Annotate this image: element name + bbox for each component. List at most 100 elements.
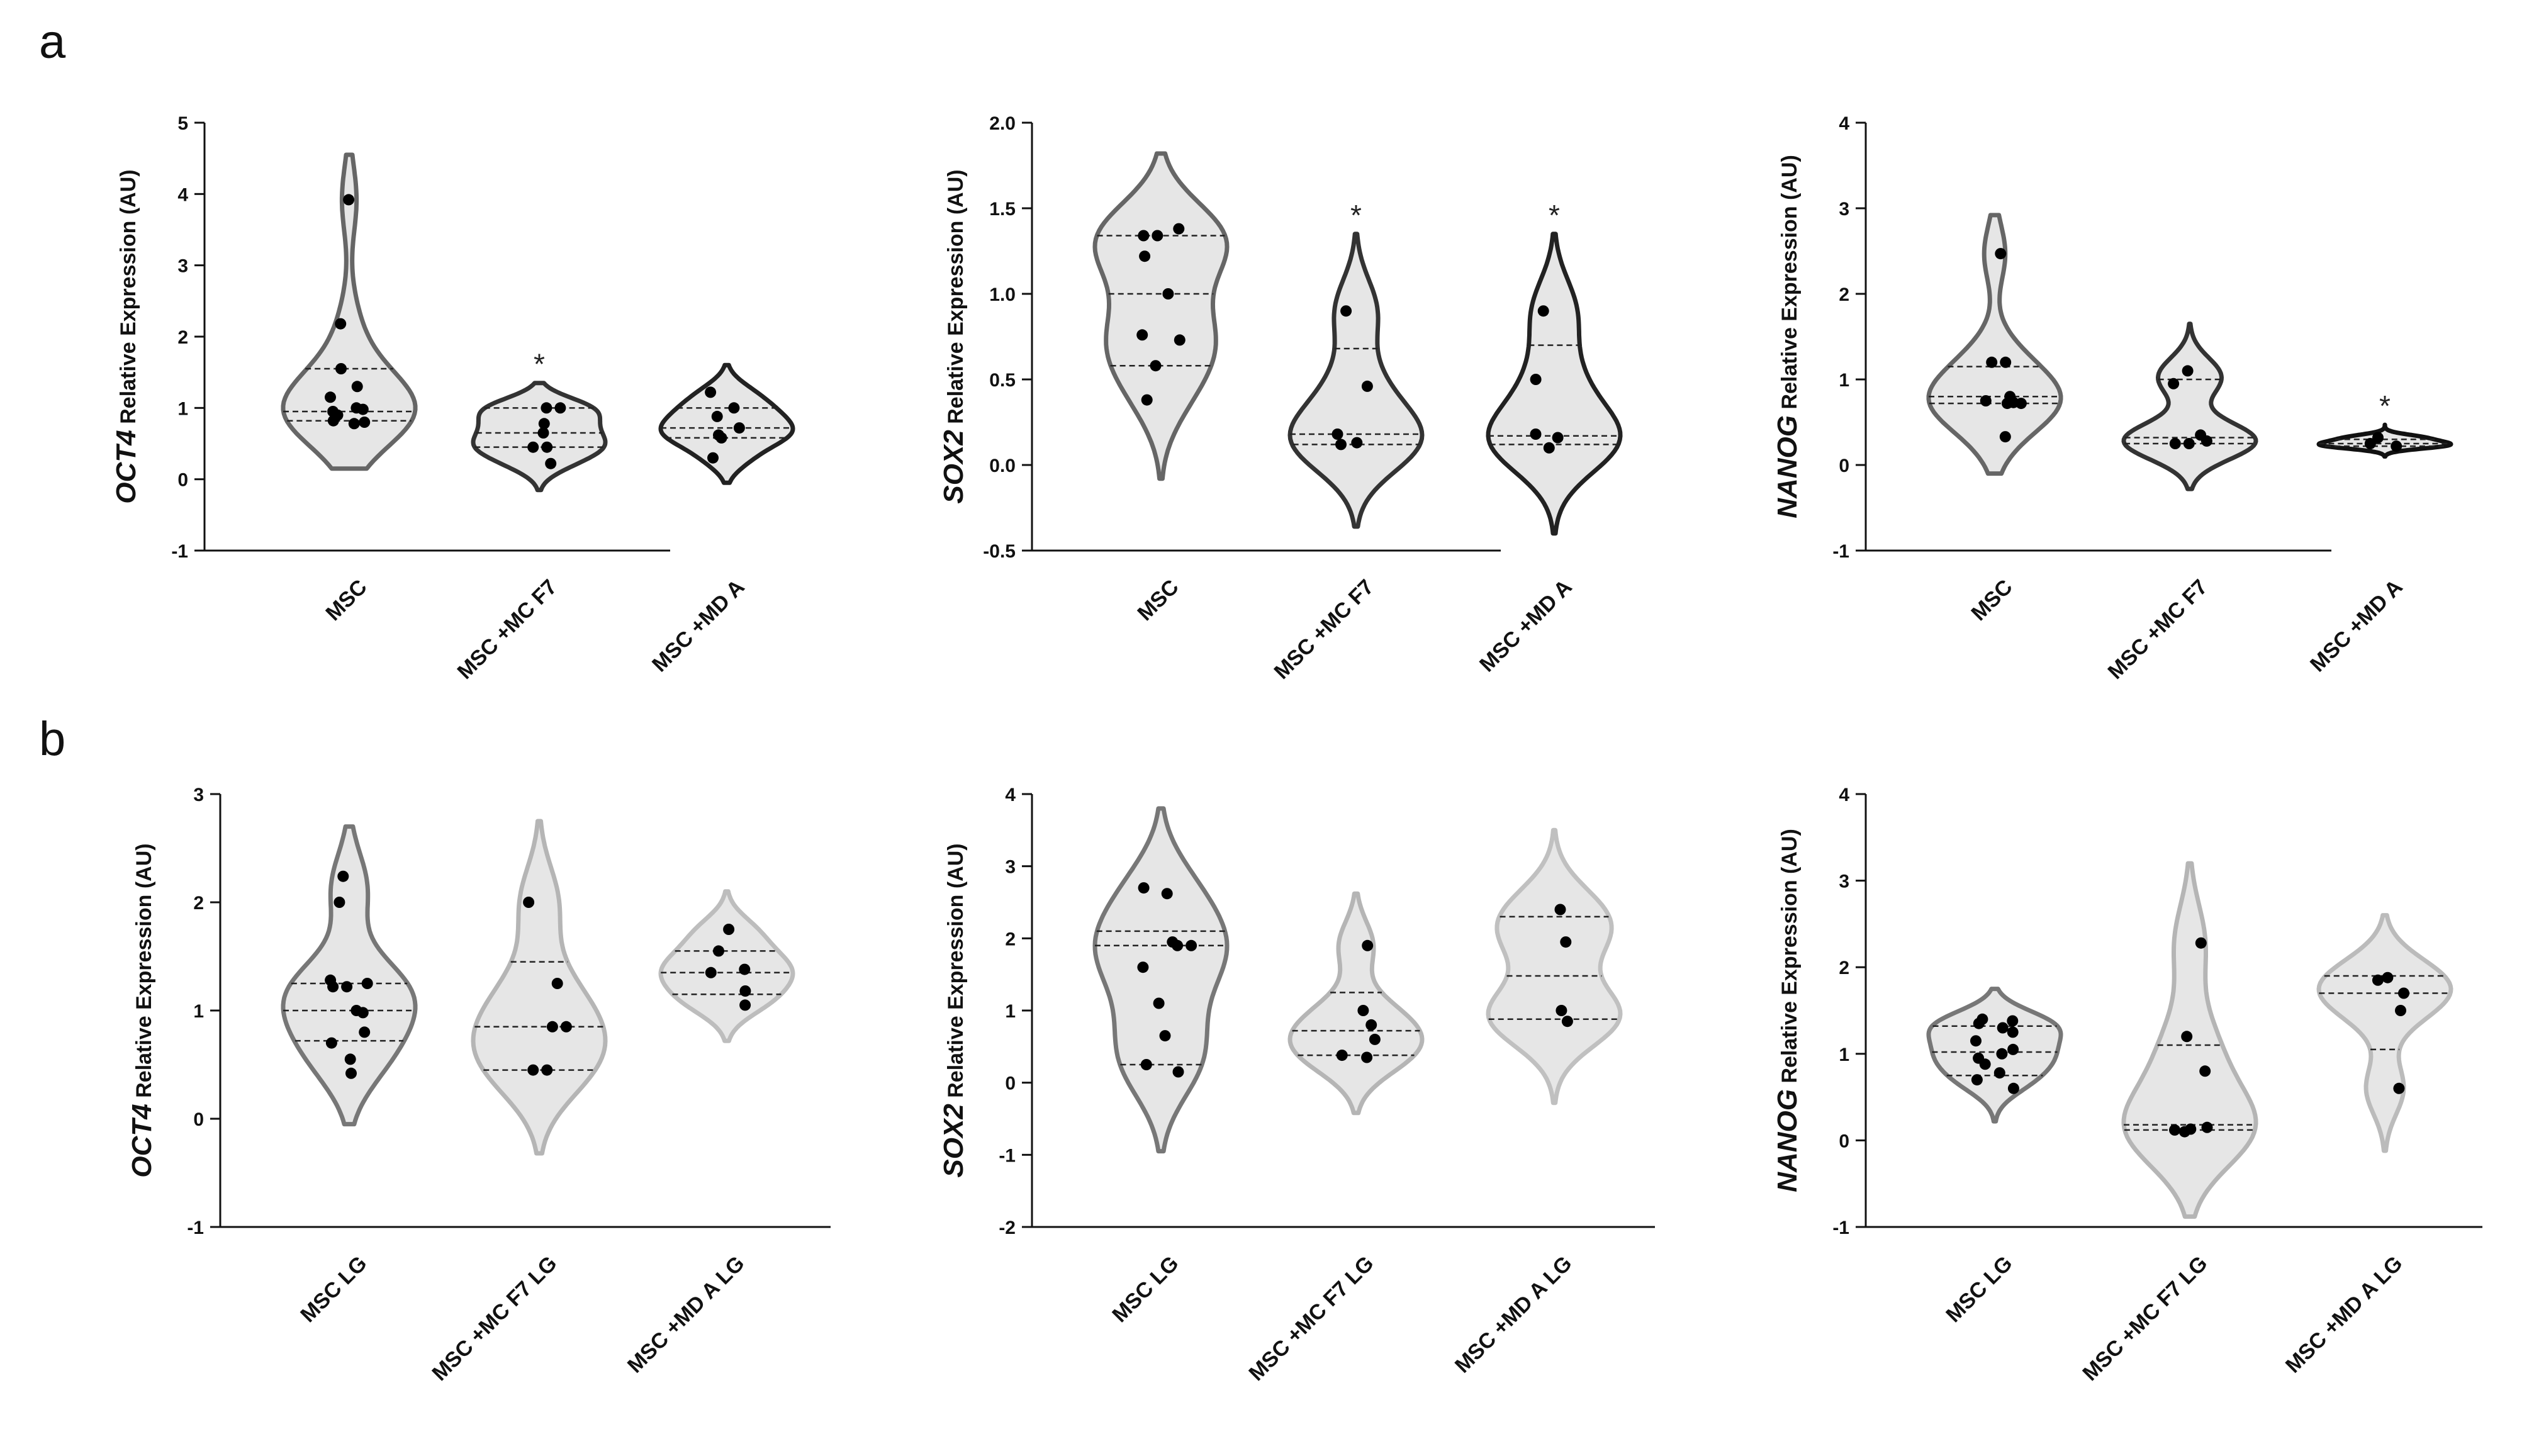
data-point (551, 978, 563, 989)
data-point (523, 897, 535, 908)
data-point (1361, 1051, 1373, 1063)
data-point (541, 1064, 553, 1076)
data-point (705, 966, 717, 978)
x-category-label: MSC (1133, 575, 1183, 625)
data-point (1173, 223, 1185, 235)
chart-a2: -0.5 0.0 0.5 1.0 1.5 2.0 SOX2 Relative Express… (938, 113, 1623, 684)
violin-outline (2316, 422, 2453, 459)
violin-2 (2121, 861, 2258, 1219)
y-tick-label: 2 (1839, 958, 1849, 978)
data-point (1543, 442, 1555, 454)
y-tick-label: 1.0 (989, 284, 1016, 305)
data-point (327, 981, 339, 993)
x-category-label: MSC +MC F7 LG (2078, 1252, 2212, 1386)
y-axis-gene-name: SOX2 (938, 1104, 969, 1178)
data-point (334, 897, 345, 908)
y-tick-label: -1 (999, 1145, 1016, 1166)
charts-group: -1 0 1 2 3 4 5 OCT4 Relative Expression (AU) MSC… (111, 113, 2482, 1386)
data-point (2393, 1082, 2405, 1094)
data-point (361, 978, 373, 989)
data-point (1554, 904, 1566, 916)
y-tick-label: 4 (177, 184, 188, 205)
chart-b1: -1 0 1 2 3 OCT4 Relative Expression (AU) MSC L… (126, 785, 831, 1386)
data-point (1530, 428, 1542, 440)
x-category-label: MSC +MC F7 (2104, 575, 2212, 684)
data-point (2391, 440, 2402, 452)
x-category-label: MSC +MC F7 LG (427, 1252, 561, 1386)
y-tick-label: 0.5 (989, 370, 1016, 391)
violin-3 (658, 362, 795, 485)
data-point (739, 985, 751, 997)
data-point (541, 402, 552, 414)
y-tick-label: -1 (1832, 541, 1849, 562)
violin-3 (2316, 913, 2453, 1153)
violin-outline (1926, 213, 2063, 476)
x-category-label: MSC +MC F7 (453, 575, 562, 684)
y-tick-label: 3 (177, 256, 188, 277)
data-point (337, 870, 349, 882)
data-point (2372, 974, 2384, 986)
y-axis-label-text: Relative Expression (AU) (132, 843, 156, 1104)
y-axis-label: NANOG Relative Expression (AU) (1772, 829, 1803, 1192)
data-point (1138, 882, 1150, 894)
data-point (343, 194, 355, 206)
y-tick-label: -1 (1832, 1218, 1849, 1238)
data-point (1993, 1067, 2005, 1079)
data-point (345, 1067, 357, 1079)
significance-star: * (2379, 389, 2391, 422)
data-point (707, 452, 719, 464)
violin-1 (1926, 213, 2063, 476)
x-category-label: MSC +MD A LG (1450, 1252, 1577, 1378)
data-point (713, 945, 724, 957)
data-point (1174, 334, 1186, 346)
data-point (2398, 987, 2409, 999)
data-point (2000, 356, 2012, 368)
y-axis-gene-name: NANOG (1772, 1089, 1803, 1192)
data-point (2181, 1031, 2193, 1043)
data-point (1150, 360, 1162, 372)
data-point (1159, 1030, 1171, 1042)
y-axis-gene-name: NANOG (1772, 415, 1803, 518)
y-tick-label: -2 (999, 1218, 1016, 1238)
y-tick-label: 3 (1839, 199, 1849, 220)
violin-outline (1287, 891, 1425, 1116)
x-category-label: MSC +MC F7 LG (1244, 1252, 1378, 1386)
violin-outline (1287, 232, 1425, 529)
significance-star: * (1549, 199, 1560, 232)
violin-outline (1486, 827, 1623, 1106)
y-tick-label: 0 (193, 1109, 204, 1130)
data-point (1139, 250, 1151, 262)
data-point (711, 410, 723, 422)
y-tick-label: 3 (193, 785, 204, 805)
violin-2: * (1287, 199, 1425, 529)
violin-outline (1092, 151, 1230, 481)
y-tick-label: 4 (1005, 785, 1016, 805)
data-point (1357, 1005, 1369, 1016)
data-point (1979, 1058, 1991, 1070)
data-point (1138, 230, 1150, 242)
data-point (723, 924, 735, 935)
x-category-label: MSC +MD A (1475, 575, 1577, 677)
data-point (1971, 1074, 1983, 1086)
y-axis-label: OCT4 Relative Expression (AU) (126, 843, 157, 1177)
y-tick-label: 1 (1839, 370, 1849, 391)
data-point (1137, 961, 1149, 973)
data-point (341, 981, 353, 993)
x-category-label: MSC +MD A LG (2281, 1252, 2408, 1378)
data-point (1556, 1005, 1567, 1016)
y-tick-label: 2.0 (989, 113, 1016, 134)
y-tick-label: 0 (177, 470, 188, 491)
data-point (1362, 939, 1374, 951)
y-axis-label: OCT4 Relative Expression (AU) (111, 169, 142, 503)
data-point (1986, 356, 1998, 368)
data-point (1331, 428, 1343, 440)
data-point (1997, 1022, 2009, 1034)
data-point (537, 427, 549, 439)
data-point (2195, 937, 2207, 949)
data-point (1186, 939, 1197, 951)
data-point (1351, 437, 1363, 449)
data-point (2382, 972, 2394, 983)
y-tick-label: 1 (193, 1001, 204, 1022)
data-point (545, 457, 557, 469)
violin-outline (1092, 806, 1230, 1154)
